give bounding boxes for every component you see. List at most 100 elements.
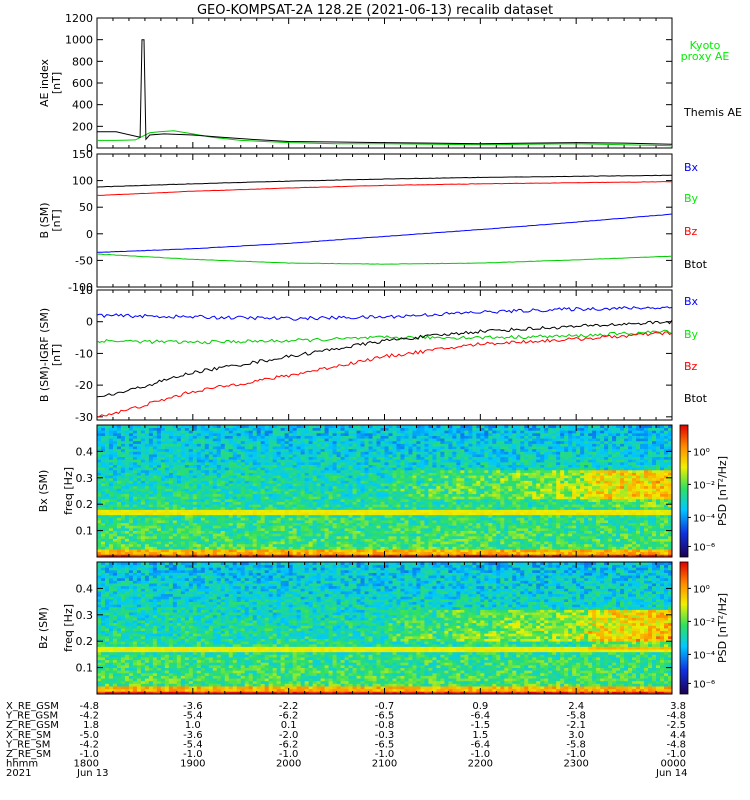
spectrogram-cell: [380, 467, 385, 471]
spectrogram-cell: [208, 546, 214, 550]
spectrogram-cell: [304, 551, 310, 555]
spectrogram-cell: [372, 530, 377, 534]
spectrogram-cell: [228, 527, 234, 531]
spectrogram-cell: [97, 464, 102, 468]
spectrogram-cell: [224, 520, 230, 524]
spectrogram-cell: [97, 509, 102, 513]
spectrogram-cell: [148, 520, 154, 524]
spectrogram-cell: [372, 506, 377, 510]
spectrogram-cell: [204, 432, 210, 436]
spectrogram-cell: [292, 461, 298, 465]
spectrogram-cell: [352, 430, 357, 434]
spectrogram-cell: [140, 504, 146, 508]
spectrogram-cell: [168, 549, 174, 553]
spectrogram-cell: [284, 525, 290, 529]
spectrogram-cell: [420, 475, 425, 479]
spectrogram-cell: [412, 506, 417, 510]
spectrogram-cell: [108, 467, 114, 471]
spectrogram-cell: [100, 541, 106, 545]
spectrogram-cell: [244, 535, 250, 539]
spectrogram-cell: [156, 475, 162, 479]
spectrogram-cell: [452, 467, 457, 471]
spectrogram-cell: [260, 525, 266, 529]
spectrogram-cell: [204, 472, 210, 476]
spectrogram-cell: [464, 480, 469, 484]
spectrogram-cell: [316, 485, 322, 489]
spectrogram-cell: [356, 446, 361, 450]
panel-spec_bx: 0.10.20.30.4Bx (SM) freq [Hz]10⁰10⁻²10⁻⁴1…: [37, 424, 729, 558]
spectrogram-cell: [148, 501, 154, 505]
spectrogram-cell: [412, 461, 417, 465]
spectrogram-cell: [300, 451, 306, 455]
spectrogram-cell: [264, 504, 270, 508]
spectrogram-cell: [156, 448, 162, 452]
spectrogram-cell: [160, 440, 166, 444]
spectrogram-cell: [408, 440, 413, 444]
spectrogram-cell: [344, 541, 349, 545]
spectrogram-cell: [396, 543, 401, 547]
spectrogram-cell: [312, 493, 318, 497]
spectrogram-cell: [260, 451, 266, 455]
spectrogram-cell: [456, 475, 461, 479]
spectrogram-cell: [416, 549, 421, 553]
spectrogram-cell: [196, 485, 202, 489]
spectrogram-cell: [284, 454, 290, 458]
spectrogram-cell: [180, 472, 186, 476]
spectrogram-cell: [208, 446, 214, 450]
spectrogram-cell: [256, 485, 262, 489]
spectrogram-cell: [304, 501, 310, 505]
spectrogram-cell: [244, 533, 250, 537]
spectrogram-cell: [376, 475, 381, 479]
spectrogram-cell: [124, 496, 130, 500]
spectrogram-cell: [380, 477, 385, 481]
spectrogram-cell: [140, 517, 146, 521]
spectrogram-cell: [240, 514, 246, 518]
spectrogram-cell: [324, 425, 329, 429]
spectrogram-cell: [192, 448, 198, 452]
spectrogram-cell: [156, 501, 162, 505]
spectrogram-cell: [452, 464, 457, 468]
spectrogram-cell: [112, 456, 118, 460]
spectrogram-cell: [408, 541, 413, 545]
spectrogram-cell: [184, 517, 190, 521]
spectrogram-cell: [144, 538, 150, 542]
spectrogram-cell: [468, 493, 473, 497]
spectrogram-cell: [248, 522, 254, 526]
spectrogram-cell: [260, 480, 266, 484]
spectrogram-cell: [296, 464, 302, 468]
spectrogram-cell: [108, 427, 114, 431]
spectrogram-cell: [228, 475, 234, 479]
spectrogram-cell: [380, 535, 385, 539]
spectrogram-cell: [348, 469, 353, 473]
spectrogram-cell: [364, 475, 369, 479]
spectrogram-cell: [308, 430, 314, 434]
spectrogram-cell: [216, 533, 222, 537]
spectrogram-cell: [340, 491, 345, 495]
spectrogram-cell: [296, 446, 302, 450]
spectrogram-cell: [432, 496, 437, 500]
spectrogram-cell: [220, 514, 226, 518]
spectrogram-cell: [132, 533, 138, 537]
spectrogram-cell: [192, 506, 198, 510]
spectrogram-cell: [100, 448, 106, 452]
spectrogram-cell: [112, 514, 118, 518]
spectrogram-cell: [232, 432, 238, 436]
spectrogram-cell: [240, 430, 246, 434]
spectrogram-cell: [364, 464, 369, 468]
spectrogram-cell: [396, 467, 401, 471]
spectrogram-cell: [316, 475, 322, 479]
spectrogram-cell: [416, 475, 421, 479]
spectrogram-cell: [332, 438, 337, 442]
spectrogram-cell: [216, 483, 222, 487]
spectrogram-cell: [412, 451, 417, 455]
spectrogram-cell: [120, 514, 126, 518]
spectrogram-cell: [148, 509, 154, 513]
spectrogram-cell: [436, 491, 441, 495]
spectrogram-cell: [176, 448, 182, 452]
spectrogram-cell: [108, 432, 114, 436]
spectrogram-cell: [344, 443, 349, 447]
spectrogram-cell: [304, 488, 310, 492]
spectrogram-cell: [192, 522, 198, 526]
spectrogram-cell: [188, 467, 194, 471]
spectrogram-cell: [404, 493, 409, 497]
